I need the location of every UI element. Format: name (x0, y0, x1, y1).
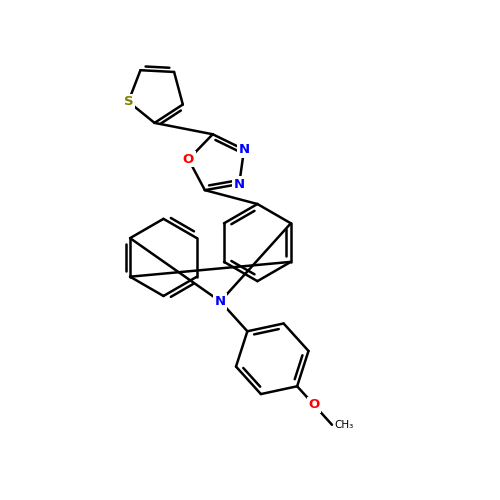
Text: O: O (183, 153, 194, 166)
Text: N: N (215, 295, 226, 308)
Text: N: N (234, 178, 245, 190)
Text: N: N (238, 143, 250, 156)
Text: CH₃: CH₃ (334, 420, 353, 430)
Text: O: O (308, 398, 320, 411)
Text: S: S (124, 95, 133, 108)
